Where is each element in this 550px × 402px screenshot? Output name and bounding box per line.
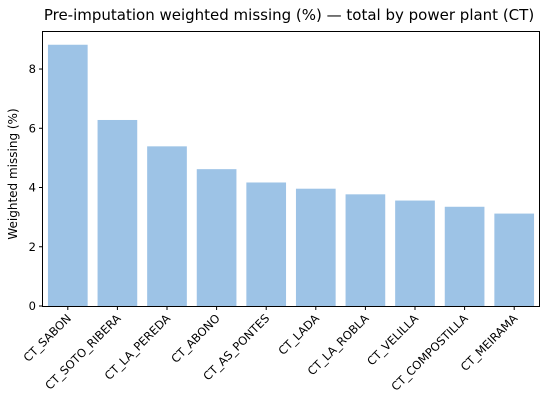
bars-group bbox=[47, 44, 535, 307]
y-tick-label: 4 bbox=[29, 181, 36, 195]
x-tick-label: CT_SABON bbox=[21, 311, 74, 364]
bar-ct-la-robla bbox=[345, 194, 386, 306]
chart-title: Pre-imputation weighted missing (%) — to… bbox=[44, 6, 534, 24]
x-tick-label: CT_LADA bbox=[275, 311, 322, 358]
bar-ct-meirama bbox=[494, 213, 535, 306]
y-axis-ticks: 0 2 4 6 8 bbox=[29, 62, 43, 313]
bar-ct-soto-ribera bbox=[97, 119, 138, 306]
bar-ct-velilla bbox=[395, 200, 435, 306]
bar-ct-abono bbox=[196, 169, 237, 306]
y-tick-label: 2 bbox=[29, 240, 36, 254]
y-tick-label: 6 bbox=[29, 121, 36, 135]
x-axis-ticks: CT_SABONCT_SOTO_RIBERACT_LA_PEREDACT_ABO… bbox=[21, 306, 520, 394]
bar-ct-la-pereda bbox=[147, 146, 187, 306]
y-tick-label: 0 bbox=[29, 299, 36, 313]
x-tick-label: CT_ABONO bbox=[168, 311, 223, 366]
y-axis-label: Weighted missing (%) bbox=[6, 108, 20, 239]
bar-ct-as-pontes bbox=[246, 182, 287, 306]
y-tick-label: 8 bbox=[29, 62, 36, 76]
bar-ct-compostilla bbox=[444, 206, 485, 306]
plot-area-frame bbox=[42, 31, 540, 307]
bar-ct-lada bbox=[295, 188, 336, 306]
bar-ct-sabon bbox=[47, 44, 88, 307]
